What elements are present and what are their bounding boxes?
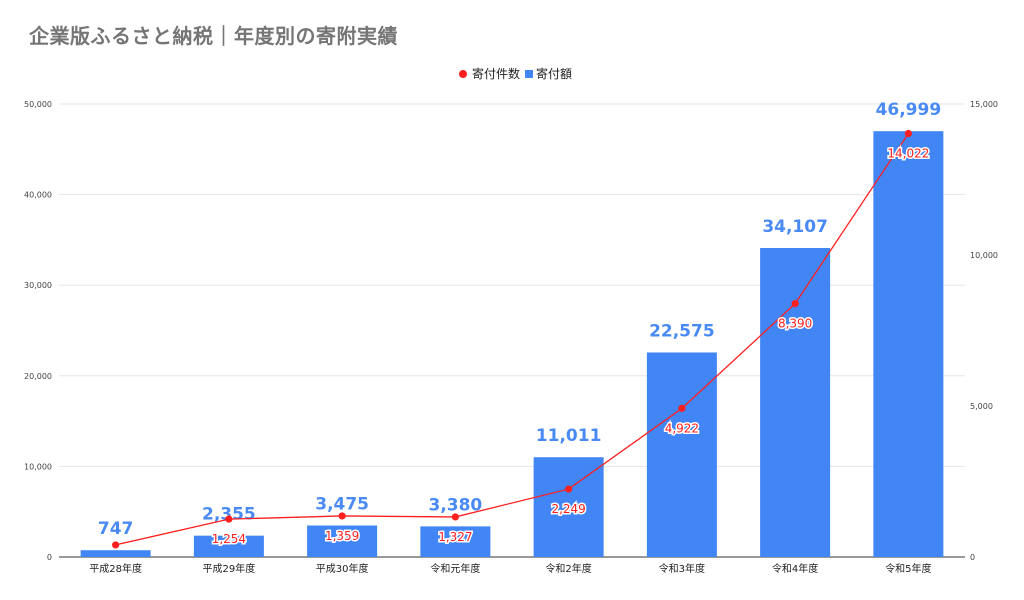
y-right-tick-label: 0 [970,553,975,562]
legend-label-amount: 寄付額 [536,66,572,81]
line-value-labels: 1,254 1,359 1,327 2,249 4,922 8,390 14,022 [210,145,931,548]
chart-title: 企業版ふるさと納税｜年度別の寄附実績 [29,24,398,48]
bar [193,535,264,557]
y-right-tick-label: 10,000 [970,251,998,260]
x-tick-label: 平成30年度 [316,562,369,575]
x-tick-label: 令和3年度 [659,562,705,575]
line-point [451,513,459,521]
bar [760,247,831,557]
y-left-tick-label: 0 [47,553,52,562]
line-point [904,129,912,138]
legend-marker-count [459,70,467,78]
line-point [338,512,346,520]
legend: 寄付件数 寄付額 [459,66,572,81]
line-path [115,133,909,546]
y-left-tick-label: 30,000 [24,281,52,290]
bar-value-label: 3,380 [428,495,482,515]
y-left-tick-label: 50,000 [24,100,52,109]
bar [80,550,151,557]
y-left-tick-label: 20,000 [24,372,52,381]
line-value-label: 1,327 [438,530,472,544]
line-series [112,129,912,549]
x-axis: 平成28年度 平成29年度 平成30年度 令和元年度 令和2年度 令和3年度 令和4年度 令和… [89,562,931,575]
bar-value-label: 2,355 [202,505,256,525]
line-point [112,541,120,549]
line-point [225,515,233,523]
bar-value-label: 3,475 [315,495,369,515]
line-value-label: 2,249 [551,502,585,516]
x-tick-label: 令和2年度 [545,562,591,575]
x-tick-label: 令和5年度 [885,562,931,575]
bar-series [80,131,944,557]
y-axis-right: 0 5,000 10,000 15,000 [970,100,998,562]
line-value-label: 14,022 [887,147,929,161]
line-point [791,300,799,308]
y-left-tick-label: 10,000 [24,462,52,471]
line-value-label: 4,922 [665,421,699,435]
bar-value-label: 34,107 [762,217,828,237]
y-axis-left: 0 10,000 20,000 30,000 40,000 50,000 [24,100,52,562]
bar-value-label: 747 [98,519,134,539]
x-tick-label: 令和元年度 [430,562,480,575]
line-point [678,404,686,412]
line-value-label: 1,359 [325,529,359,543]
y-left-tick-label: 40,000 [24,191,52,200]
bar-value-labels: 747 2,355 3,475 3,380 11,011 22,575 34,107 46,9… [98,100,941,539]
bar [646,352,717,557]
x-tick-label: 令和4年度 [772,562,818,575]
x-tick-label: 平成28年度 [89,562,142,575]
bar [420,526,491,557]
y-right-tick-label: 15,000 [970,100,998,109]
line-point [565,485,573,493]
line-value-label: 1,254 [212,532,246,546]
legend-marker-amount [525,70,533,78]
bar [873,131,944,557]
bar-value-label: 11,011 [536,426,602,446]
bar [533,457,604,557]
bar [307,525,378,557]
bar-value-label: 22,575 [649,321,715,341]
y-right-tick-label: 5,000 [970,402,993,411]
bar-value-label: 46,999 [876,100,942,120]
x-tick-label: 平成29年度 [203,562,256,575]
legend-label-count: 寄付件数 [472,66,520,81]
line-value-label: 8,390 [778,317,812,331]
